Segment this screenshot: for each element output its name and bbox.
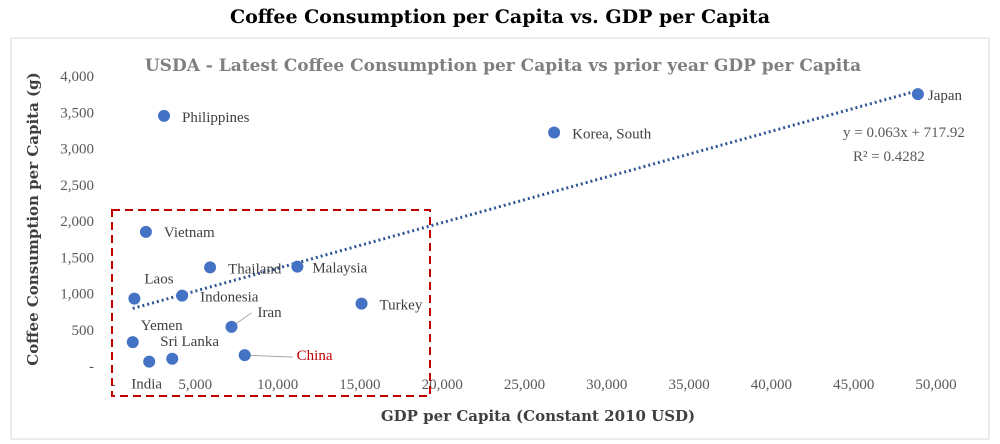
y-axis-title: Coffee Consumption per Capita (g) — [24, 72, 42, 365]
data-point — [126, 336, 139, 349]
data-points — [126, 88, 924, 368]
data-point — [139, 225, 152, 238]
x-axis-ticks: -5,000 10,000 15,000 20,000 25,000 30,000 35,0… — [111, 377, 957, 393]
data-point — [225, 320, 238, 333]
page-title: Coffee Consumption per Capita vs. GDP pe… — [229, 6, 770, 28]
data-point — [128, 292, 141, 305]
data-point — [158, 109, 171, 122]
data-point — [166, 352, 179, 365]
y-tick-label: 500 — [72, 323, 95, 339]
trendline-equation: y = 0.063x + 717.92 — [843, 125, 965, 141]
data-point — [291, 260, 304, 273]
x-tick-label: 5,000 — [178, 377, 212, 393]
x-tick-label: 10,000 — [257, 377, 298, 393]
data-point — [143, 355, 156, 368]
point-label: Philippines — [182, 110, 250, 126]
data-point — [911, 88, 924, 101]
y-axis-ticks: - 500 1,000 1,500 2,000 2,500 3,000 3,500 4,000 — [60, 69, 94, 375]
point-label: Turkey — [380, 298, 423, 314]
leader-line — [244, 354, 293, 358]
trendline — [132, 89, 919, 310]
data-point — [176, 289, 189, 302]
x-tick-label: 35,000 — [668, 377, 709, 393]
point-label: Malaysia — [312, 261, 367, 277]
x-tick-label: 50,000 — [915, 377, 956, 393]
x-tick-label: 20,000 — [422, 377, 463, 393]
y-tick-label: 3,000 — [60, 142, 94, 158]
data-point — [548, 126, 561, 139]
trendline-r2: R² = 0.4282 — [853, 149, 925, 165]
y-tick-label: - — [89, 359, 94, 375]
chart-frame — [10, 37, 990, 440]
point-label: Sri Lanka — [160, 334, 219, 350]
y-tick-label: 1,000 — [60, 287, 94, 303]
point-label: Thailand — [228, 261, 282, 277]
data-point — [355, 297, 368, 310]
x-tick-label: 40,000 — [751, 377, 792, 393]
point-label: Korea, South — [572, 127, 652, 143]
y-tick-label: 2,500 — [60, 178, 94, 194]
data-point — [204, 261, 217, 274]
x-axis-title: GDP per Capita (Constant 2010 USD) — [381, 407, 695, 425]
chart-title: USDA - Latest Coffee Consumption per Cap… — [145, 56, 861, 76]
y-tick-label: 4,000 — [60, 69, 94, 85]
x-tick-label: 30,000 — [586, 377, 627, 393]
point-label: Laos — [144, 272, 173, 288]
point-labels: Japan Philippines Korea, South Vietnam Thail… — [131, 88, 962, 393]
trendline-path — [132, 89, 919, 310]
point-label: China — [297, 348, 333, 364]
point-label: Indonesia — [200, 290, 259, 306]
point-label: Iran — [258, 305, 283, 321]
y-tick-label: 3,500 — [60, 105, 94, 121]
data-point — [238, 349, 251, 362]
x-tick-label: 25,000 — [504, 377, 545, 393]
point-label: Yemen — [141, 318, 183, 334]
point-label: India — [131, 377, 162, 393]
point-label: Vietnam — [164, 225, 215, 241]
x-tick-label: 45,000 — [833, 377, 874, 393]
y-tick-label: 1,500 — [60, 250, 94, 266]
y-tick-label: 2,000 — [60, 214, 94, 230]
highlight-box — [111, 209, 431, 397]
point-label: Japan — [928, 88, 963, 104]
x-tick-label: 15,000 — [339, 377, 380, 393]
